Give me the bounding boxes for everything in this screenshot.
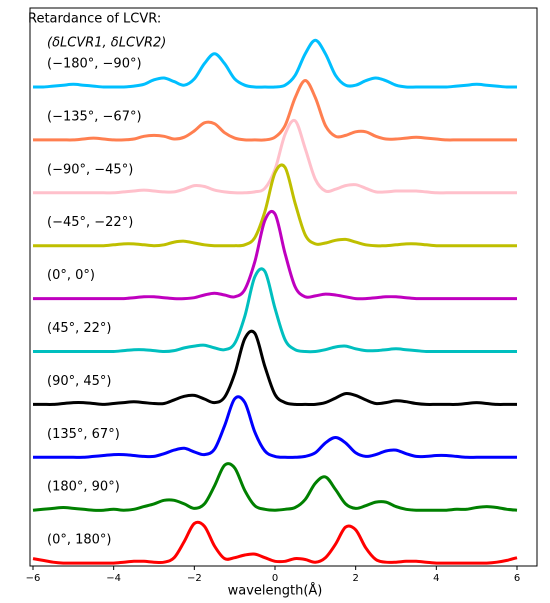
series-label: (180°, 90°) (47, 480, 120, 495)
x-tick-label: 6 (514, 573, 520, 584)
series-label: (−45°, −22°) (47, 215, 133, 230)
x-tick-label: −2 (187, 573, 202, 584)
line-series (33, 79, 517, 142)
series-label: (135°, 67°) (47, 427, 120, 442)
series-label: (90°, 45°) (47, 374, 112, 389)
line-series (33, 267, 517, 354)
line-series (33, 209, 517, 301)
line-series (33, 329, 517, 407)
series-label: (−180°, −90°) (47, 57, 142, 72)
series-label: (0°, 0°) (47, 268, 95, 283)
series-label: (45°, 22°) (47, 321, 112, 336)
x-axis-label: wavelength(Å) (228, 583, 323, 599)
line-series (32, 462, 518, 512)
x-tick-label: −4 (106, 573, 121, 584)
chart-subtitle: (δLCVR1, δLCVR2) (47, 36, 166, 51)
series-label: (−90°, −45°) (47, 162, 133, 177)
chart-title: Retardance of LCVR: (28, 12, 161, 27)
line-series (33, 395, 517, 459)
line-series (32, 520, 518, 565)
series-label: (0°, 180°) (47, 533, 112, 548)
line-series (33, 118, 517, 195)
x-tick-label: 4 (433, 573, 439, 584)
x-tick-label: 2 (352, 573, 358, 584)
x-tick-label: 0 (272, 573, 278, 584)
plot-frame (29, 7, 538, 567)
series-label: (−135°, −67°) (47, 109, 142, 124)
x-tick-label: −6 (26, 573, 41, 584)
line-series (32, 38, 518, 89)
line-series (32, 163, 517, 248)
